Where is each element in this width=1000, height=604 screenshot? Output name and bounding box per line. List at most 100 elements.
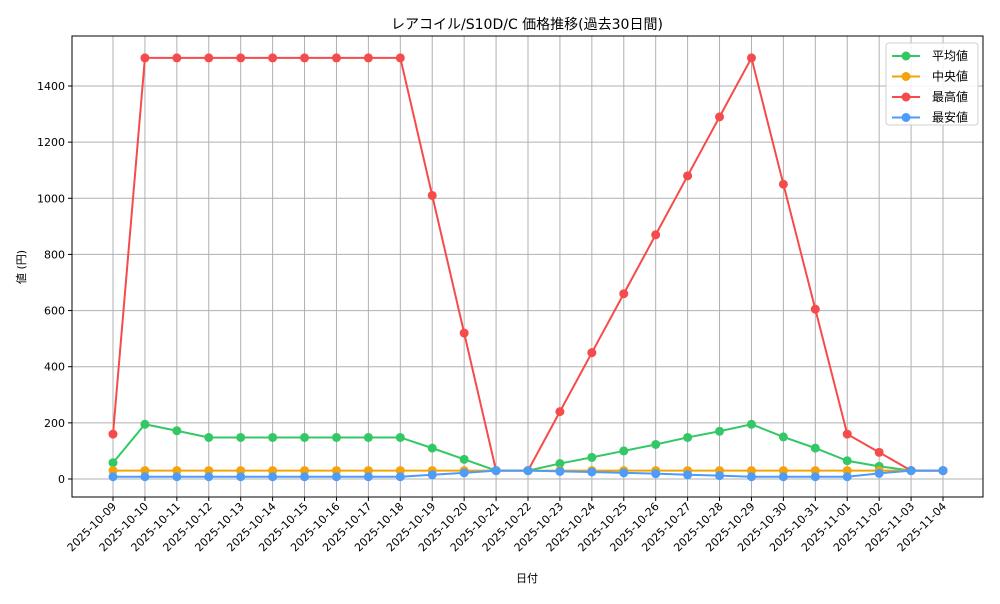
data-point-marker <box>842 429 852 439</box>
data-point-marker <box>746 419 756 429</box>
data-point-marker <box>810 443 820 453</box>
data-point-marker <box>587 467 597 477</box>
data-point-marker <box>236 472 246 482</box>
data-point-marker <box>331 466 341 476</box>
legend-label: 最安値 <box>932 110 968 125</box>
y-tick-label: 400 <box>44 361 65 374</box>
data-point-marker <box>683 171 693 181</box>
data-point-marker <box>459 454 469 464</box>
data-point-marker <box>331 472 341 482</box>
legend-label: 中央値 <box>932 69 968 84</box>
data-point-marker <box>427 190 437 200</box>
data-point-marker <box>108 472 118 482</box>
y-tick-label: 600 <box>44 305 65 318</box>
data-point-marker <box>236 53 246 63</box>
data-point-marker <box>619 446 629 456</box>
data-point-marker <box>906 466 916 476</box>
data-point-marker <box>395 432 405 442</box>
legend-marker-icon <box>901 72 911 81</box>
y-tick-label: 1400 <box>37 80 65 93</box>
grid-lines <box>72 36 983 497</box>
data-point-marker <box>587 452 597 462</box>
data-point-marker <box>842 472 852 482</box>
x-axis-ticks: 2025-10-092025-10-102025-10-112025-10-12… <box>65 497 949 554</box>
data-point-marker <box>204 466 214 476</box>
data-point-marker <box>172 53 182 63</box>
data-point-marker <box>651 230 661 240</box>
legend-item: 最安値 <box>892 110 968 125</box>
data-point-marker <box>108 458 118 468</box>
legend-box <box>885 42 979 126</box>
data-point-marker <box>204 432 214 442</box>
data-point-marker <box>587 348 597 358</box>
data-point-marker <box>683 432 693 442</box>
data-point-marker <box>746 466 756 476</box>
series-最安値 <box>108 466 948 482</box>
data-point-marker <box>874 468 884 478</box>
data-point-marker <box>300 466 310 476</box>
data-point-marker <box>268 466 278 476</box>
data-point-marker <box>108 429 118 439</box>
legend-item: 最高値 <box>892 89 968 104</box>
y-tick-label: 800 <box>44 248 65 261</box>
legend-label: 平均値 <box>932 48 968 63</box>
legend-label: 最高値 <box>932 89 968 104</box>
data-point-marker <box>491 466 501 476</box>
data-point-marker <box>555 407 565 417</box>
data-point-marker <box>363 472 373 482</box>
data-point-marker <box>140 53 150 63</box>
data-point-marker <box>363 53 373 63</box>
data-point-marker <box>683 470 693 480</box>
data-point-marker <box>778 179 788 189</box>
legend-item: 中央値 <box>892 69 968 84</box>
data-point-marker <box>300 432 310 442</box>
data-point-marker <box>842 456 852 466</box>
data-point-marker <box>842 466 852 476</box>
y-axis-ticks: 0 200 400 600 800 1000 1200 1400 <box>37 80 72 486</box>
data-point-marker <box>268 53 278 63</box>
data-point-marker <box>619 468 629 478</box>
data-point-marker <box>715 426 725 436</box>
data-point-marker <box>204 472 214 482</box>
data-point-marker <box>363 466 373 476</box>
legend-marker-icon <box>901 113 911 122</box>
legend-item: 平均値 <box>892 48 968 63</box>
data-point-marker <box>236 432 246 442</box>
y-axis-label: 値 (円) <box>15 250 28 284</box>
y-tick-label: 1000 <box>37 192 65 205</box>
data-point-marker <box>874 447 884 457</box>
legend-marker-icon <box>901 51 911 61</box>
data-point-marker <box>268 472 278 482</box>
y-tick-label: 0 <box>58 473 65 486</box>
data-point-marker <box>300 472 310 482</box>
data-point-marker <box>140 472 150 482</box>
data-point-marker <box>715 112 725 122</box>
series-layer <box>108 53 948 482</box>
data-point-marker <box>651 469 661 479</box>
data-point-marker <box>746 53 756 63</box>
data-point-marker <box>555 459 565 469</box>
data-point-marker <box>427 470 437 480</box>
data-point-marker <box>778 466 788 476</box>
data-point-marker <box>172 472 182 482</box>
data-point-marker <box>459 328 469 338</box>
data-point-marker <box>300 53 310 63</box>
data-point-marker <box>172 466 182 476</box>
data-point-marker <box>810 304 820 314</box>
data-point-marker <box>778 472 788 482</box>
legend-marker-icon <box>901 92 911 102</box>
data-point-marker <box>523 466 533 476</box>
data-point-marker <box>331 432 341 442</box>
data-point-marker <box>459 468 469 478</box>
y-tick-label: 200 <box>44 417 65 430</box>
data-point-marker <box>810 472 820 482</box>
data-point-marker <box>363 432 373 442</box>
data-point-marker <box>172 426 182 436</box>
data-point-marker <box>204 53 214 63</box>
data-point-marker <box>810 466 820 476</box>
data-point-marker <box>395 466 405 476</box>
data-point-marker <box>268 432 278 442</box>
